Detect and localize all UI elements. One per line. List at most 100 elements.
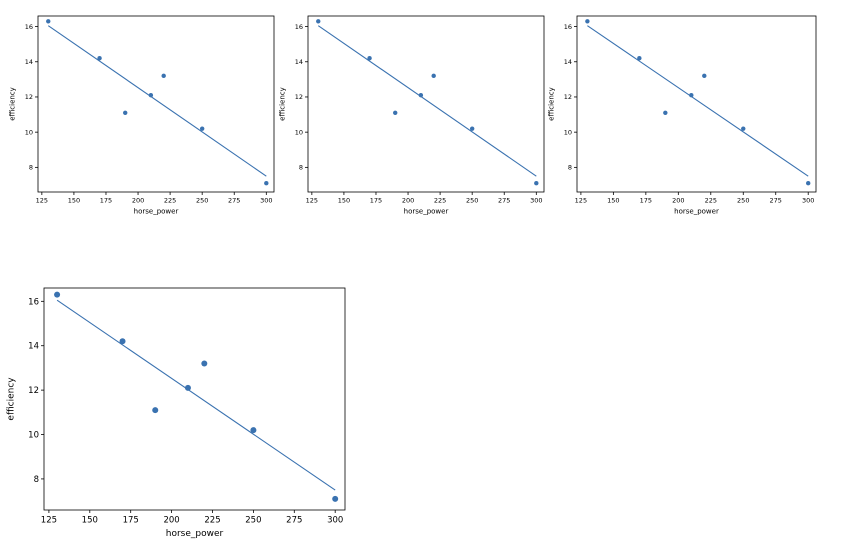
y-tick-label: 16 bbox=[28, 297, 39, 307]
y-tick-label: 16 bbox=[25, 23, 33, 31]
x-tick-label: 125 bbox=[306, 197, 318, 205]
y-tick-label: 10 bbox=[564, 128, 572, 136]
y-tick-label: 8 bbox=[34, 475, 39, 485]
x-tick-label: 275 bbox=[770, 197, 782, 205]
x-axis-label: horse_power bbox=[134, 208, 179, 216]
regression-line bbox=[47, 25, 267, 177]
x-tick-label: 125 bbox=[575, 197, 587, 205]
x-tick-label: 200 bbox=[132, 197, 144, 205]
y-tick-label: 14 bbox=[295, 58, 303, 66]
x-axis-label: horse_power bbox=[166, 529, 224, 539]
y-tick-label: 14 bbox=[25, 58, 33, 66]
plot-frame bbox=[307, 15, 545, 193]
data-point bbox=[393, 110, 398, 116]
regression-line bbox=[56, 299, 336, 491]
data-point bbox=[332, 495, 339, 502]
x-tick-label: 175 bbox=[370, 197, 382, 205]
data-point bbox=[689, 93, 694, 98]
y-axis-label: efficiency bbox=[548, 87, 556, 121]
x-tick-label: 250 bbox=[737, 197, 749, 205]
data-point bbox=[806, 181, 811, 186]
x-tick-label: 225 bbox=[705, 197, 717, 205]
data-point bbox=[161, 73, 166, 79]
data-point bbox=[741, 126, 746, 131]
data-point bbox=[637, 56, 642, 61]
data-point bbox=[119, 338, 126, 345]
data-point bbox=[97, 56, 102, 61]
data-point bbox=[199, 126, 205, 131]
x-tick-label: 250 bbox=[245, 516, 261, 526]
data-point bbox=[418, 93, 424, 98]
y-tick-label: 16 bbox=[564, 23, 572, 31]
x-tick-label: 225 bbox=[164, 197, 176, 205]
y-tick-label: 8 bbox=[29, 164, 33, 172]
data-point bbox=[702, 73, 707, 79]
data-point bbox=[46, 19, 51, 24]
y-tick-label: 8 bbox=[568, 164, 572, 172]
data-point bbox=[152, 407, 159, 414]
y-axis-label: efficiency bbox=[9, 87, 17, 121]
x-tick-label: 300 bbox=[260, 197, 272, 205]
data-point bbox=[585, 19, 590, 24]
regression-line bbox=[587, 25, 809, 177]
regression-line bbox=[317, 25, 537, 177]
data-point bbox=[148, 93, 154, 98]
x-tick-label: 225 bbox=[434, 197, 446, 205]
plot-frame bbox=[37, 15, 275, 193]
data-point bbox=[184, 384, 191, 391]
y-tick-label: 14 bbox=[564, 58, 572, 66]
chart-panel-2: 125 150 175 200 225 250 275 300 8 10 12 14 16 horse_p… bbox=[279, 15, 545, 216]
plot-frame bbox=[43, 287, 346, 511]
data-point bbox=[54, 291, 61, 298]
y-axis-label: efficiency bbox=[6, 377, 16, 421]
data-point bbox=[469, 126, 475, 131]
x-axis-label: horse_power bbox=[674, 208, 719, 216]
x-tick-label: 125 bbox=[41, 516, 57, 526]
x-tick-label: 275 bbox=[228, 197, 240, 205]
x-tick-label: 275 bbox=[286, 516, 302, 526]
plot-frame bbox=[576, 15, 817, 193]
x-tick-label: 300 bbox=[530, 197, 542, 205]
x-tick-label: 125 bbox=[36, 197, 48, 205]
y-tick-label: 14 bbox=[28, 342, 39, 352]
y-tick-label: 10 bbox=[295, 128, 303, 136]
y-tick-label: 12 bbox=[295, 93, 303, 101]
data-point bbox=[250, 427, 257, 434]
data-point bbox=[367, 56, 372, 61]
x-tick-label: 225 bbox=[204, 516, 220, 526]
data-point bbox=[316, 19, 321, 24]
x-tick-label: 175 bbox=[640, 197, 652, 205]
x-tick-label: 250 bbox=[196, 197, 208, 205]
x-tick-label: 200 bbox=[402, 197, 414, 205]
chart-panel-1: 125 150 175 200 225 250 275 300 8 10 12 14 16 horse_p… bbox=[9, 15, 275, 216]
data-point bbox=[201, 360, 208, 367]
y-tick-label: 12 bbox=[28, 386, 39, 396]
chart-panel-4: 125 150 175 200 225 250 275 300 8 10 12 14 16 horse_p… bbox=[6, 287, 346, 539]
y-tick-label: 16 bbox=[295, 23, 303, 31]
data-point bbox=[264, 181, 269, 186]
x-tick-label: 300 bbox=[327, 516, 343, 526]
data-point bbox=[534, 181, 539, 186]
y-axis-label: efficiency bbox=[279, 87, 287, 121]
x-tick-label: 150 bbox=[68, 197, 80, 205]
data-point bbox=[123, 110, 128, 116]
data-point bbox=[663, 110, 668, 116]
y-tick-label: 12 bbox=[25, 93, 33, 101]
y-tick-label: 10 bbox=[28, 430, 39, 440]
x-tick-label: 250 bbox=[466, 197, 478, 205]
data-point bbox=[431, 73, 436, 79]
x-axis-label: horse_power bbox=[404, 208, 449, 216]
x-tick-label: 200 bbox=[163, 516, 179, 526]
x-tick-label: 150 bbox=[607, 197, 619, 205]
y-tick-label: 10 bbox=[25, 128, 33, 136]
x-tick-label: 200 bbox=[672, 197, 684, 205]
x-tick-label: 175 bbox=[123, 516, 139, 526]
x-tick-label: 150 bbox=[82, 516, 98, 526]
y-tick-label: 12 bbox=[564, 93, 572, 101]
x-tick-label: 300 bbox=[802, 197, 814, 205]
chart-panel-3: 125 150 175 200 225 250 275 300 8 10 12 14 16 horse_p… bbox=[548, 15, 817, 216]
x-tick-label: 175 bbox=[100, 197, 112, 205]
y-tick-label: 8 bbox=[299, 164, 303, 172]
x-tick-label: 275 bbox=[498, 197, 510, 205]
